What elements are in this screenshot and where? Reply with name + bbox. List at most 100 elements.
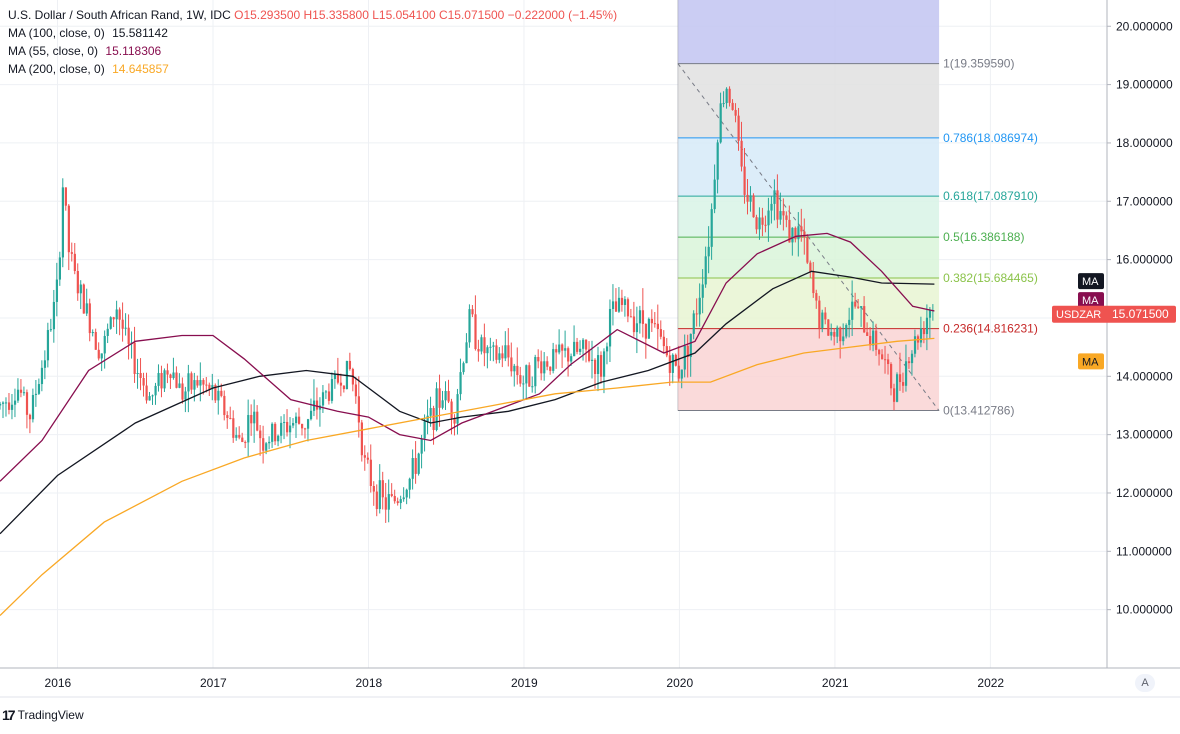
candle-body — [928, 310, 932, 318]
candle-body — [525, 365, 528, 384]
ma-axis-tag-label: MA — [1082, 356, 1099, 368]
candle-body — [190, 373, 193, 390]
candle-body — [614, 301, 618, 312]
candle-body — [570, 356, 573, 362]
candle-body — [184, 391, 187, 400]
candle-body — [785, 215, 788, 220]
candle-body — [73, 253, 76, 271]
candle-body — [854, 301, 857, 307]
candle-body — [381, 480, 384, 498]
ma-series-line[interactable] — [0, 232, 935, 482]
fib-level-label: 1(19.359590) — [943, 57, 1014, 71]
candle-body — [333, 373, 337, 379]
ma-axis-tag-label: MA — [1082, 295, 1099, 307]
candle-body — [166, 370, 169, 375]
candle-body — [743, 166, 746, 195]
candle-body — [220, 390, 223, 396]
candle-body — [884, 359, 887, 361]
ma-55-label: MA (55, close, 0) — [8, 44, 99, 58]
candle-body — [848, 319, 851, 326]
candle-body — [223, 395, 226, 416]
candle-body — [46, 330, 50, 361]
candle-body — [746, 194, 749, 202]
candle-body — [588, 349, 591, 361]
candle-body — [779, 211, 782, 220]
legend-ma-200[interactable]: MA (200, close, 0) 14.645857 — [8, 60, 617, 78]
candle-body — [564, 348, 567, 351]
candle-body — [226, 415, 229, 418]
candle-body — [519, 375, 522, 384]
candle-body — [34, 393, 38, 395]
last-price-tag — [1052, 305, 1176, 323]
candle-body — [788, 219, 791, 243]
candle-body — [833, 332, 836, 337]
candle-body — [193, 380, 196, 390]
candle-body — [136, 373, 139, 375]
ohlc-values: O15.293500 H15.335800 L15.054100 C15.071… — [234, 8, 618, 22]
candle-body — [217, 390, 220, 401]
candle-body — [641, 310, 645, 324]
candle-body — [423, 421, 426, 439]
candle-body — [300, 423, 304, 429]
candle-body — [608, 308, 612, 347]
candle-body — [895, 374, 899, 402]
candle-body — [656, 323, 659, 330]
candle-body — [617, 297, 621, 312]
candle-body — [495, 345, 498, 360]
candle-body — [235, 435, 238, 438]
candle-body — [821, 312, 824, 329]
candle-body — [453, 418, 456, 424]
candle-body — [247, 414, 250, 443]
candle-body — [824, 312, 827, 320]
candle-body — [76, 270, 79, 294]
candle-body — [878, 349, 881, 355]
candle-body — [202, 380, 205, 385]
last-price-value: 15.071500 — [1112, 307, 1169, 321]
candle-body — [55, 279, 59, 302]
candle-body — [405, 489, 408, 498]
candle-body — [925, 317, 929, 335]
legend-ma-55[interactable]: MA (55, close, 0) 15.118306 — [8, 42, 617, 60]
candle-body — [913, 336, 917, 354]
price-axis-bg — [1107, 0, 1180, 668]
candle-body — [707, 246, 710, 257]
candle-body — [360, 422, 363, 456]
auto-scale-button[interactable]: A — [1135, 674, 1155, 692]
fib-level-label: 0(13.412786) — [943, 404, 1014, 418]
candle-body — [172, 372, 175, 379]
candle-body — [465, 342, 468, 364]
ma-series-line[interactable] — [0, 337, 935, 616]
candle-body — [366, 457, 369, 460]
candle-body — [295, 416, 298, 424]
price-tick-label: 12.000000 — [1116, 486, 1173, 500]
tradingview-mark-icon: 17 — [2, 707, 16, 723]
candle-body — [626, 299, 630, 317]
legend-ma-100[interactable]: MA (100, close, 0) 15.581142 — [8, 24, 617, 42]
candle-body — [531, 386, 534, 388]
candle-body — [157, 372, 160, 386]
candle-body — [7, 402, 11, 410]
candle-body — [845, 325, 848, 337]
candle-body — [543, 361, 546, 374]
candle-body — [782, 211, 785, 216]
candle-body — [289, 425, 292, 433]
candle-body — [16, 389, 20, 401]
time-tick-label: 2020 — [666, 676, 693, 690]
candle-body — [680, 369, 683, 379]
candle-body — [121, 319, 124, 329]
candle-body — [910, 353, 914, 364]
candle-body — [887, 359, 890, 365]
candle-body — [605, 346, 609, 352]
candle-body — [64, 187, 67, 206]
ma-series-line[interactable] — [0, 270, 935, 535]
tradingview-logo[interactable]: 17 TradingView — [2, 707, 84, 723]
candle-body — [175, 372, 178, 388]
candle-body — [665, 346, 668, 356]
candle-body — [803, 231, 806, 238]
candle-body — [208, 384, 211, 390]
fib-level-label: 0.236(14.816231) — [943, 322, 1038, 336]
price-tick-label: 16.000000 — [1116, 253, 1173, 267]
candle-body — [662, 336, 665, 347]
candle-body — [271, 423, 274, 442]
